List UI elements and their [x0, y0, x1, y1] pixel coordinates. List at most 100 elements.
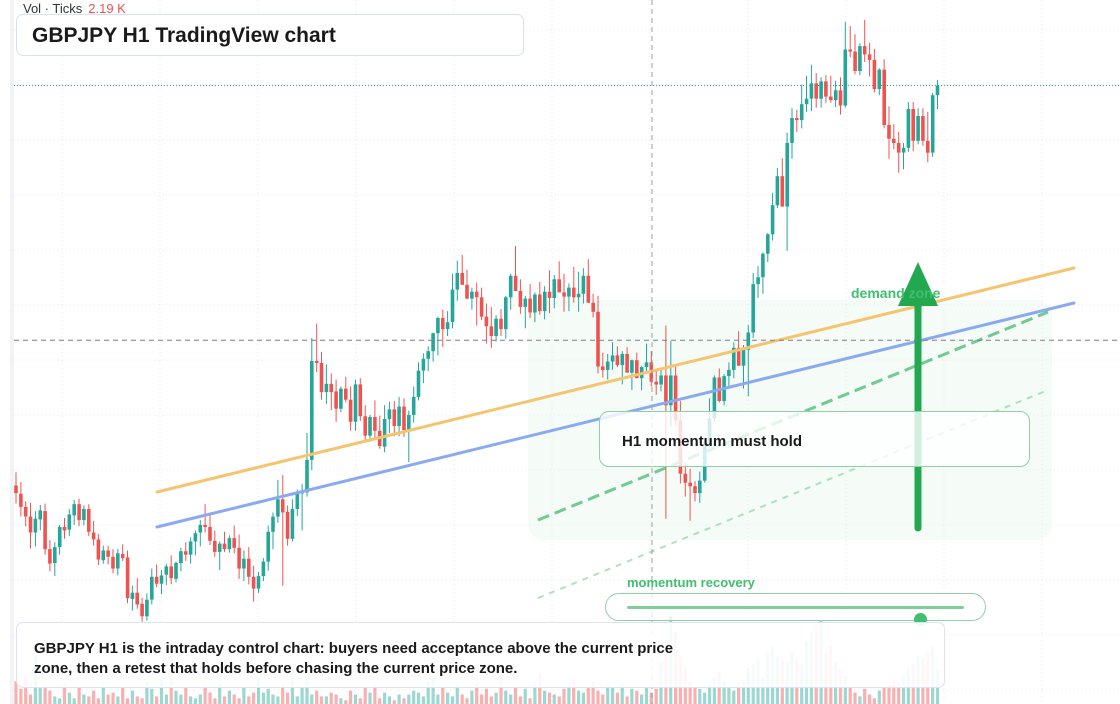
volume-bar: [203, 685, 207, 704]
candle-body: [630, 360, 634, 373]
candle: [489, 306, 494, 348]
momentum-recovery-slider[interactable]: [605, 593, 986, 626]
volume-bar: [567, 683, 571, 704]
candle-body: [344, 388, 348, 400]
candle-body: [542, 291, 547, 312]
candle: [198, 520, 203, 547]
volume-bar: [28, 694, 33, 704]
candle-body: [203, 524, 207, 527]
candle-body: [455, 273, 460, 290]
candle: [363, 405, 367, 441]
candle-body: [746, 332, 751, 350]
candle: [193, 530, 198, 556]
volume-bar: [121, 686, 125, 704]
volume-bar: [140, 698, 144, 704]
candle-body: [567, 287, 571, 297]
candle: [790, 108, 794, 159]
candle-body: [77, 504, 81, 521]
candle: [460, 255, 464, 285]
candle: [572, 266, 576, 303]
candle: [455, 260, 460, 301]
candle-body: [87, 509, 91, 532]
candle: [169, 555, 173, 585]
candle-body: [688, 482, 692, 487]
candle-body: [518, 291, 523, 307]
volume-bar: [184, 686, 188, 704]
candle: [57, 524, 62, 555]
summary-box: GBPJPY H1 is the intraday control chart:…: [16, 622, 945, 688]
volume-bar: [877, 690, 881, 704]
volume-bar: [610, 686, 615, 704]
volume-bar: [242, 686, 246, 704]
chart-title: GBPJPY H1 TradingView chart: [32, 24, 336, 47]
volume-bar: [126, 698, 130, 704]
candle-body: [295, 493, 300, 509]
volume-bar: [504, 690, 508, 704]
volume-bar: [67, 692, 71, 704]
candle-body: [538, 294, 542, 312]
candle: [683, 462, 688, 497]
volume-bar: [19, 688, 23, 704]
candle: [28, 502, 33, 549]
candle-body: [906, 109, 911, 148]
candle: [159, 569, 164, 595]
candle-body: [504, 297, 508, 330]
candle: [911, 102, 915, 152]
volume-bar: [58, 698, 62, 704]
candle: [174, 561, 178, 583]
candle-body: [188, 541, 193, 555]
candle: [217, 541, 222, 570]
volume-bar: [858, 696, 862, 704]
volume-bar: [193, 698, 197, 704]
candle: [736, 331, 741, 366]
candle: [930, 93, 935, 157]
candle-body: [373, 417, 377, 431]
candle: [921, 108, 925, 146]
candle-body: [795, 118, 799, 121]
volume-bar: [261, 692, 265, 704]
candle: [251, 565, 256, 602]
volume-bar: [625, 696, 629, 704]
candle: [470, 287, 474, 310]
candle: [426, 346, 430, 372]
candle: [377, 415, 382, 449]
volume-bar: [222, 696, 227, 704]
candle-body: [596, 311, 600, 367]
candle-body: [183, 551, 188, 555]
candle-body: [790, 118, 794, 143]
candle: [310, 338, 314, 471]
volume-bar: [528, 698, 532, 704]
volume-bar: [213, 698, 217, 704]
momentum-callout[interactable]: H1 momentum must hold: [599, 411, 1030, 467]
candle: [77, 498, 81, 527]
volume-bar: [868, 694, 872, 704]
volume-bar: [761, 677, 765, 704]
candle-body: [921, 116, 925, 141]
candle-body: [892, 138, 896, 143]
candle: [19, 482, 23, 517]
candle-body: [552, 279, 557, 298]
volume-bar: [305, 677, 309, 704]
candle-body: [605, 361, 610, 370]
candle-body: [96, 539, 101, 560]
candle-body: [397, 406, 401, 426]
volume-bar: [640, 694, 644, 704]
candle: [14, 472, 18, 504]
candle: [833, 80, 838, 107]
volume-bar: [130, 690, 134, 704]
candle-body: [247, 558, 251, 577]
candle-body: [635, 360, 639, 379]
candle-body: [833, 90, 838, 100]
volume-bar: [620, 683, 624, 704]
candle-body: [106, 550, 110, 557]
volume-bar: [470, 690, 474, 704]
candle: [906, 102, 911, 152]
candle-body: [387, 409, 392, 420]
candle: [838, 77, 843, 115]
volume-bar: [475, 683, 479, 704]
candle: [848, 26, 852, 58]
momentum-recovery-label: momentum recovery: [627, 575, 755, 590]
candle-body: [513, 275, 518, 291]
candle: [605, 354, 610, 380]
volume-bar: [523, 688, 527, 704]
